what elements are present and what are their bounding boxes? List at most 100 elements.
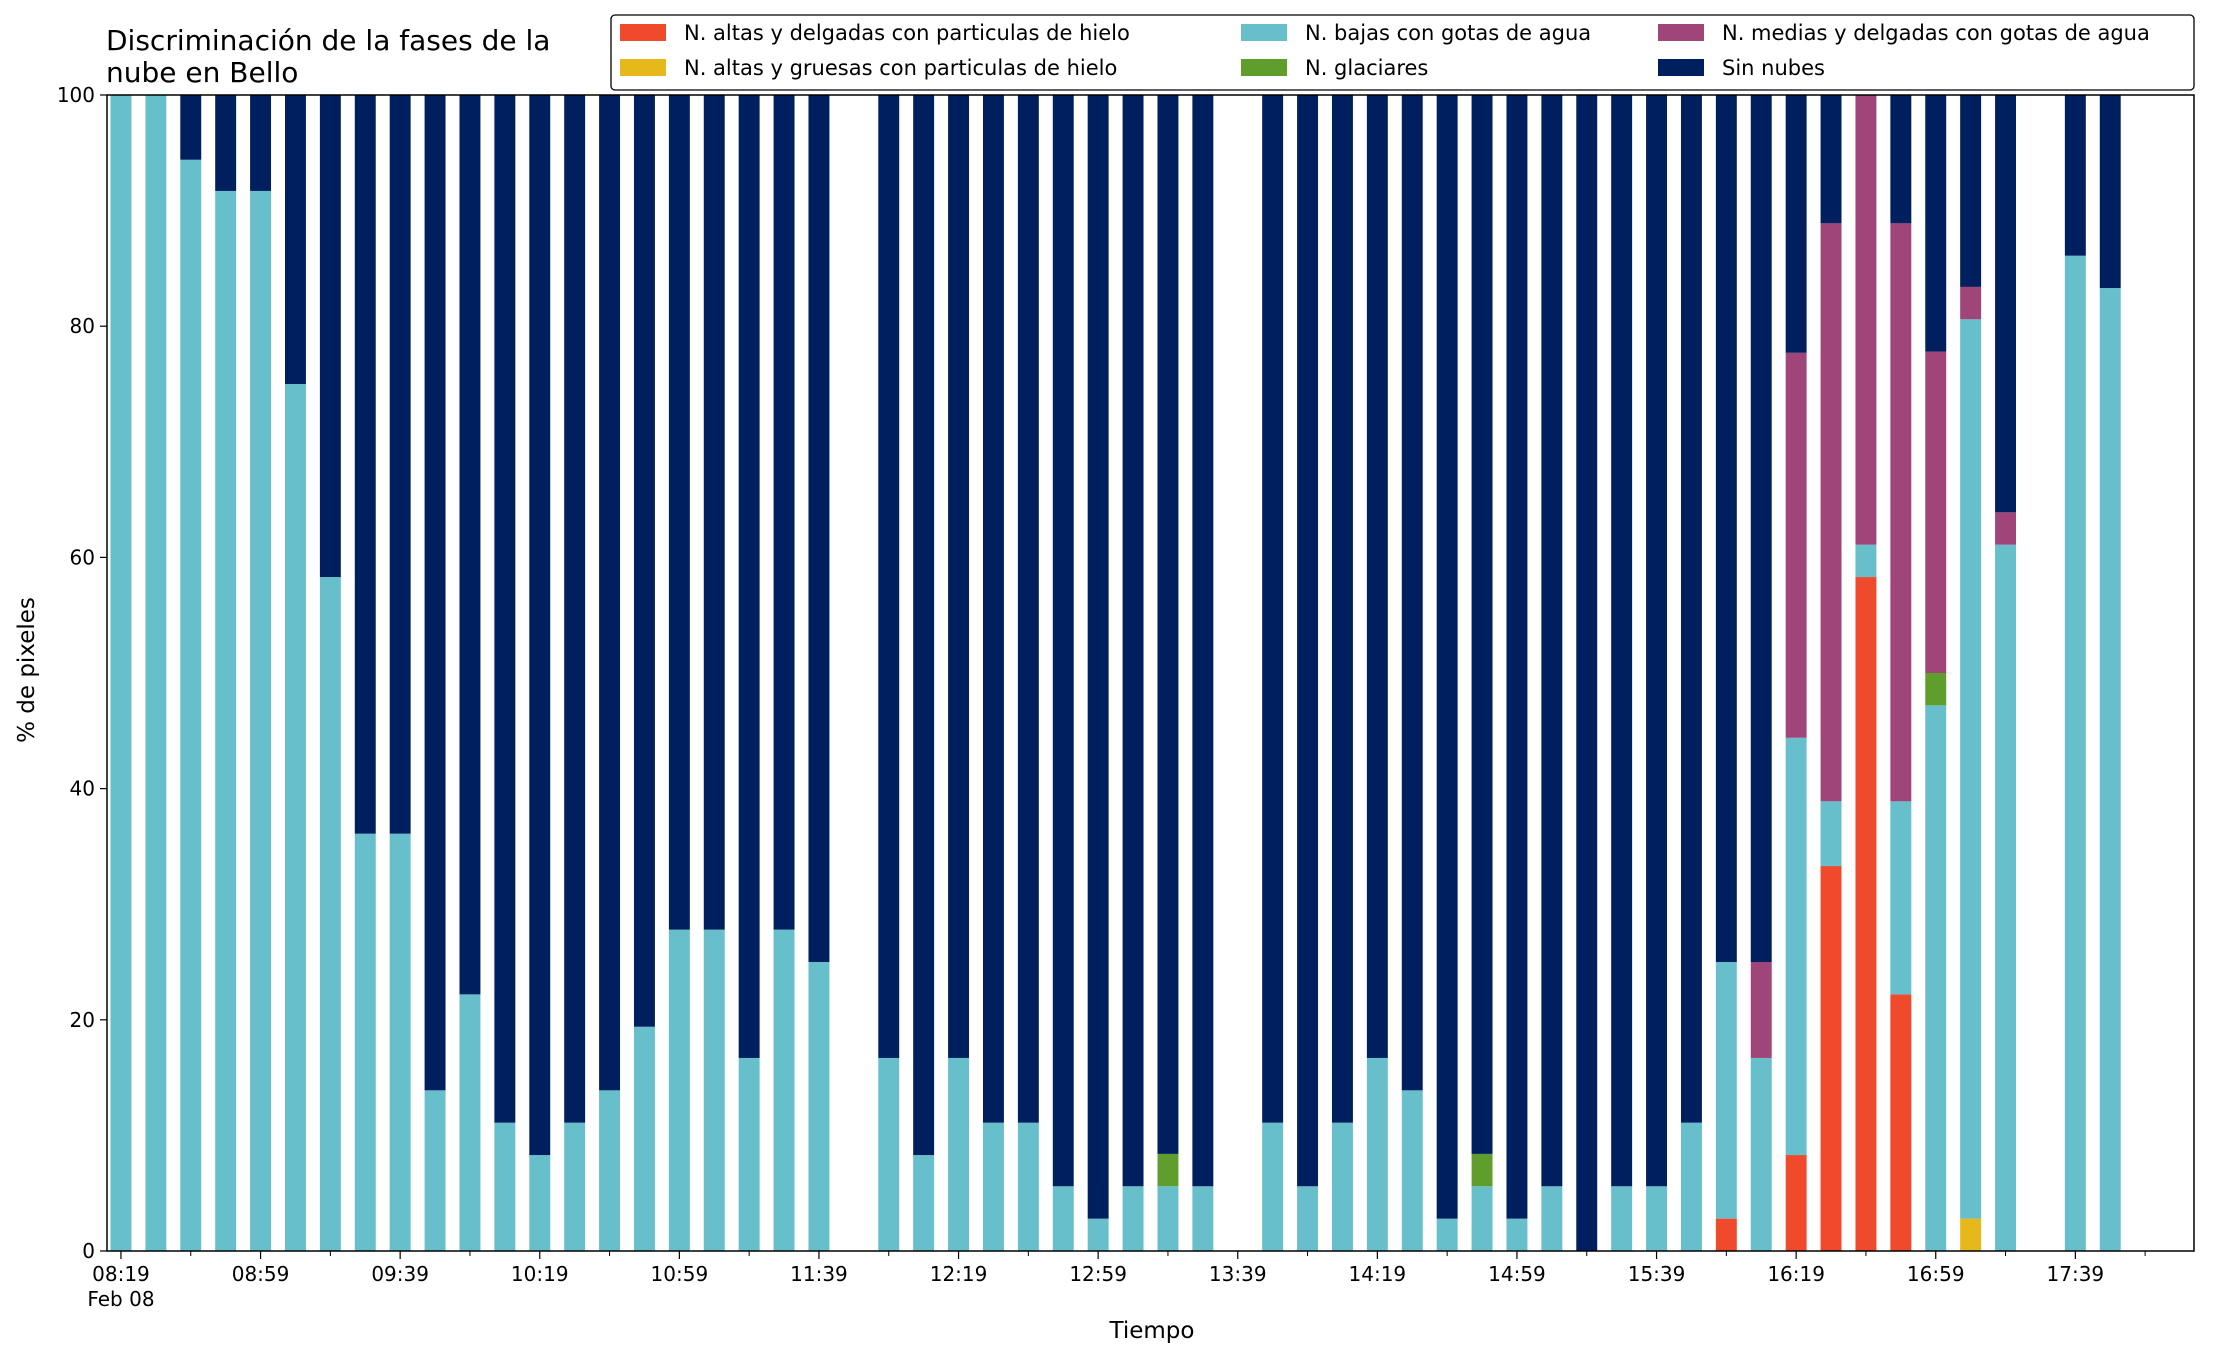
x-tick-label-10:19: 10:19 bbox=[511, 1262, 569, 1286]
bar-segment-19-series-2 bbox=[773, 929, 795, 1251]
bar-segment-7-series-5 bbox=[354, 95, 376, 834]
legend-swatch-2 bbox=[1241, 24, 1287, 41]
bar-segment-35-series-2 bbox=[1331, 1122, 1353, 1251]
bars-layer bbox=[110, 95, 2121, 1252]
bar-segment-23-series-5 bbox=[913, 95, 935, 1156]
bar-segment-43-series-2 bbox=[1611, 1186, 1633, 1251]
bar-segment-18-series-5 bbox=[738, 95, 760, 1058]
legend-label-5: Sin nubes bbox=[1722, 56, 1825, 80]
bar-segment-56-series-2 bbox=[2064, 255, 2086, 1251]
bar-segment-12-series-2 bbox=[529, 1155, 551, 1251]
legend-label-2: N. bajas con gotas de agua bbox=[1305, 21, 1591, 45]
bar-segment-45-series-2 bbox=[1680, 1122, 1702, 1251]
bar-segment-38-series-5 bbox=[1436, 95, 1458, 1219]
bar-segment-53-series-4 bbox=[1960, 286, 1982, 320]
bar-segment-29-series-2 bbox=[1122, 1186, 1144, 1251]
bar-segment-54-series-2 bbox=[1995, 544, 2017, 1251]
bar-segment-33-series-5 bbox=[1262, 95, 1284, 1123]
bar-segment-36-series-5 bbox=[1366, 95, 1388, 1058]
legend-swatch-1 bbox=[620, 59, 666, 76]
y-tick-label-20: 20 bbox=[70, 1008, 95, 1032]
bar-segment-44-series-2 bbox=[1646, 1186, 1668, 1251]
bar-segment-22-series-2 bbox=[878, 1057, 900, 1251]
bar-segment-9-series-5 bbox=[424, 95, 446, 1091]
bar-segment-31-series-2 bbox=[1192, 1186, 1214, 1251]
bar-segment-50-series-2 bbox=[1855, 544, 1877, 578]
bar-segment-16-series-2 bbox=[668, 929, 690, 1251]
chart-title-line-1: Discriminación de la fases de la bbox=[106, 24, 550, 57]
bar-segment-28-series-2 bbox=[1087, 1218, 1109, 1251]
bar-segment-53-series-2 bbox=[1960, 319, 1982, 1219]
bar-segment-15-series-5 bbox=[633, 95, 655, 1027]
x-tick-label-08:59: 08:59 bbox=[232, 1262, 290, 1286]
bar-segment-18-series-2 bbox=[738, 1057, 760, 1251]
bar-segment-20-series-2 bbox=[808, 962, 830, 1251]
x-axis-label: Tiempo bbox=[1109, 1318, 1195, 1344]
bar-segment-10-series-5 bbox=[459, 95, 481, 995]
bar-segment-37-series-5 bbox=[1401, 95, 1423, 1091]
bar-segment-30-series-2 bbox=[1157, 1186, 1179, 1251]
bar-segment-52-series-3 bbox=[1925, 673, 1947, 706]
x-tick-label-16:19: 16:19 bbox=[1767, 1262, 1825, 1286]
bar-segment-51-series-4 bbox=[1890, 223, 1912, 802]
x-tick-label-08:19: 08:19 bbox=[92, 1262, 150, 1286]
bar-segment-51-series-5 bbox=[1890, 95, 1912, 224]
bar-segment-34-series-5 bbox=[1297, 95, 1319, 1187]
x-date-label: Feb 08 bbox=[87, 1287, 154, 1311]
legend-swatch-5 bbox=[1658, 59, 1704, 76]
bar-segment-40-series-2 bbox=[1506, 1218, 1528, 1251]
x-tick-label-14:19: 14:19 bbox=[1349, 1262, 1407, 1286]
bar-segment-46-series-5 bbox=[1715, 95, 1737, 962]
y-tick-label-100: 100 bbox=[57, 83, 95, 107]
bar-segment-38-series-2 bbox=[1436, 1218, 1458, 1251]
bar-segment-35-series-5 bbox=[1331, 95, 1353, 1123]
plot-frame bbox=[106, 94, 2195, 1252]
axes-layer: 0 20 40 60 80 100 08:19 08:59 09:39 10:19 10:59 11:… bbox=[57, 83, 2195, 1311]
bar-segment-44-series-5 bbox=[1646, 95, 1668, 1187]
bar-segment-14-series-2 bbox=[599, 1090, 621, 1251]
bar-segment-45-series-5 bbox=[1680, 95, 1702, 1123]
bar-segment-8-series-2 bbox=[389, 833, 411, 1251]
bar-segment-8-series-5 bbox=[389, 95, 411, 834]
bar-segment-29-series-5 bbox=[1122, 95, 1144, 1187]
x-tick-label-13:39: 13:39 bbox=[1209, 1262, 1267, 1286]
legend-label-3: N. glaciares bbox=[1305, 56, 1428, 80]
bar-segment-40-series-5 bbox=[1506, 95, 1528, 1219]
bar-segment-37-series-2 bbox=[1401, 1090, 1423, 1251]
bar-segment-33-series-2 bbox=[1262, 1122, 1284, 1251]
legend-label-0: N. altas y delgadas con particulas de hi… bbox=[684, 21, 1130, 45]
bar-segment-13-series-2 bbox=[564, 1122, 586, 1251]
bar-segment-41-series-5 bbox=[1541, 95, 1563, 1187]
bar-segment-49-series-0 bbox=[1820, 866, 1842, 1251]
bar-segment-52-series-5 bbox=[1925, 95, 1947, 352]
bar-segment-53-series-5 bbox=[1960, 95, 1982, 287]
x-tick-label-14:59: 14:59 bbox=[1488, 1262, 1546, 1286]
bar-segment-2-series-5 bbox=[180, 95, 202, 160]
bar-segment-14-series-5 bbox=[599, 95, 621, 1091]
bar-segment-54-series-5 bbox=[1995, 95, 2017, 513]
bar-segment-26-series-5 bbox=[1017, 95, 1039, 1123]
bar-segment-49-series-2 bbox=[1820, 801, 1842, 867]
bar-segment-26-series-2 bbox=[1017, 1122, 1039, 1251]
bar-segment-48-series-5 bbox=[1785, 95, 1807, 353]
bar-segment-56-series-5 bbox=[2064, 95, 2086, 256]
bar-segment-34-series-2 bbox=[1297, 1186, 1319, 1251]
bar-segment-48-series-4 bbox=[1785, 352, 1807, 738]
bar-segment-17-series-2 bbox=[703, 929, 725, 1251]
x-tick-label-12:59: 12:59 bbox=[1069, 1262, 1127, 1286]
bar-segment-42-series-5 bbox=[1576, 95, 1598, 1251]
bar-segment-48-series-0 bbox=[1785, 1155, 1807, 1251]
bar-segment-2-series-2 bbox=[180, 159, 202, 1252]
x-tick-label-09:39: 09:39 bbox=[371, 1262, 429, 1286]
legend-swatch-4 bbox=[1658, 24, 1704, 41]
bar-segment-41-series-2 bbox=[1541, 1186, 1563, 1251]
x-tick-label-12:19: 12:19 bbox=[930, 1262, 988, 1286]
bar-segment-47-series-5 bbox=[1750, 95, 1772, 962]
bar-segment-47-series-4 bbox=[1750, 962, 1772, 1058]
bar-segment-54-series-4 bbox=[1995, 512, 2017, 545]
bar-segment-27-series-2 bbox=[1052, 1186, 1074, 1251]
bar-segment-22-series-5 bbox=[878, 95, 900, 1058]
legend: N. altas y delgadas con particulas de hi… bbox=[610, 14, 2195, 91]
bar-segment-13-series-5 bbox=[564, 95, 586, 1123]
x-tick-label-17:39: 17:39 bbox=[2047, 1262, 2105, 1286]
